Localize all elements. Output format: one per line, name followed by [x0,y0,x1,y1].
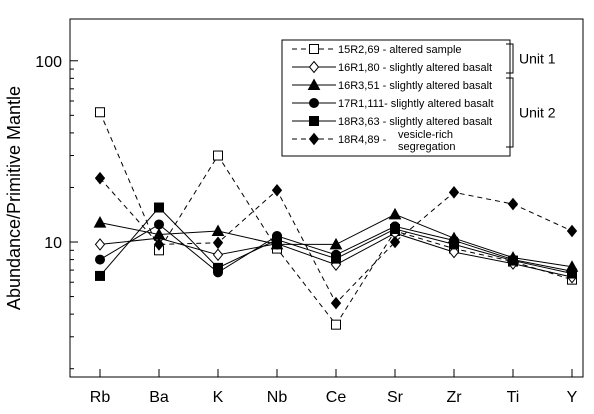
x-tick-label: Nb [267,389,288,406]
legend-label: 18R3,63 - slightly altered basalt [338,116,492,128]
square-marker [309,44,319,54]
legend-item: 16R1,80 - slightly altered basalt [292,60,492,74]
x-tick-label: Sr [387,389,404,406]
x-tick-label: Y [567,389,578,406]
unit-bracket: Unit 2 [506,77,556,148]
diamond-marker [308,132,320,146]
circle-marker [95,254,105,265]
diamond-marker [94,238,106,251]
diamond-marker [389,235,401,249]
bracket-line [506,77,514,148]
x-tick-label: Ba [149,389,169,406]
legend-item: 18R3,63 - slightly altered basalt [292,116,492,128]
unit-label: Unit 1 [519,51,556,67]
square-marker [331,319,341,330]
square-marker [449,239,459,250]
circle-marker [154,219,164,230]
circle-marker [309,98,319,108]
legend-label: 15R2,69 - altered sample [338,44,462,56]
square-marker [213,262,223,273]
legend-label: 16R1,80 - slightly altered basalt [338,62,492,74]
legend-item: 17R1,111- slightly altered basalt [292,98,494,110]
diamond-marker [271,183,283,197]
x-tick-label: Ti [507,389,520,406]
legend-item: 16R3,51 - slightly altered basalt [292,78,492,92]
square-marker [154,202,164,213]
unit-label: Unit 2 [519,105,556,121]
diamond-marker [153,238,165,251]
diamond-marker [330,296,342,310]
diamond-marker [212,248,224,262]
square-marker [95,107,105,118]
y-tick-label: 100 [35,54,62,71]
square-marker [213,150,223,161]
y-tick-label: 10 [44,235,62,252]
diamond-marker [448,186,460,199]
plot-frame [69,18,584,378]
bracket-line [506,43,514,74]
series-5 [95,202,577,281]
x-tick-label: K [213,389,224,406]
square-marker [508,255,518,266]
square-marker [95,270,105,281]
axes-layer: 10 100 Rb Ba K Nb Ce Sr Zr Ti Y [35,54,577,406]
diamond-marker [308,60,320,74]
legend-item: 15R2,69 - altered sample [292,44,462,56]
triangle-marker [329,237,343,250]
triangle-marker [211,224,225,237]
x-tick-label: Zr [446,389,462,406]
triangle-marker [93,216,107,228]
diamond-marker [94,171,106,185]
legend-box [281,39,511,157]
diamond-marker [566,224,578,238]
legend-label: vesicle-rich [398,129,453,141]
square-marker [567,268,577,279]
triangle-marker [307,78,321,90]
legend: 15R2,69 - altered sample 16R1,80 - slight… [281,39,556,157]
y-axis-label: Abundance/Primitive Mantle [4,86,24,310]
legend-label: 18R4,89 - [338,134,387,146]
x-tick-label: Rb [90,389,111,406]
triangle-marker [388,207,402,220]
series-layer [93,107,579,330]
unit-bracket: Unit 1 [506,43,556,74]
diamond-marker [507,197,519,211]
legend-label: segregation [398,141,456,153]
legend-label: 17R1,111- slightly altered basalt [338,98,494,110]
square-marker [390,223,400,234]
diamond-marker [212,236,224,250]
x-tick-label: Ce [326,389,347,406]
square-marker [309,116,319,126]
series-6 [94,171,578,310]
square-marker [272,234,282,245]
square-marker [331,253,341,264]
legend-label: 16R3,51 - slightly altered basalt [338,80,492,92]
